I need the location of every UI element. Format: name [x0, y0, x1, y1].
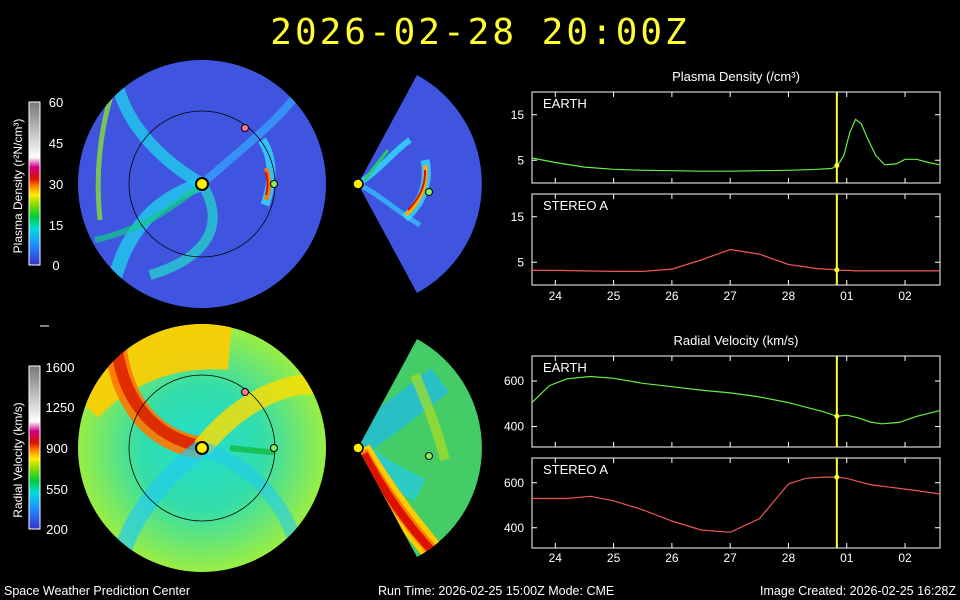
x-tick-label: 01: [840, 551, 854, 565]
chart-title: Radial Velocity (km/s): [674, 333, 799, 348]
footer-run-time: Run Time: 2026-02-25 15:00Z Mode: CME: [378, 584, 615, 598]
y-tick-label: 5: [517, 255, 524, 269]
earth-marker-velocity: [270, 444, 278, 452]
current-time-point: [834, 474, 840, 480]
sun-marker-meridional: [352, 178, 364, 190]
current-time-point: [834, 413, 840, 419]
sun-marker-meridional-velocity: [352, 442, 364, 454]
density-cb-tick: 30: [49, 177, 63, 192]
velocity-cb-tick: 1250: [46, 400, 75, 415]
sun-marker-velocity: [195, 441, 209, 455]
density-meridional-view: [352, 75, 482, 293]
plot-frame: [531, 193, 941, 286]
panel-label: STEREO A: [543, 462, 608, 477]
y-tick-label: 5: [517, 153, 524, 167]
stereo-a-marker: [241, 124, 249, 132]
stereo-a-marker-velocity: [241, 388, 249, 396]
x-tick-label: 28: [782, 289, 796, 303]
y-tick-label: 600: [504, 476, 524, 490]
density-cb-tick: 0: [52, 258, 59, 273]
sun-marker: [195, 177, 209, 191]
velocity-cb-tick: 200: [46, 522, 68, 537]
plot-frame: [531, 355, 941, 448]
x-tick-label: 24: [549, 551, 563, 565]
panel-label: EARTH: [543, 360, 587, 375]
density-wedge: [358, 75, 482, 293]
y-tick-label: 15: [511, 210, 525, 224]
x-tick-label: 27: [723, 551, 737, 565]
x-tick-label: 26: [665, 289, 679, 303]
series-line: [531, 118, 941, 172]
series-line: [531, 375, 941, 425]
x-tick-label: 01: [840, 289, 854, 303]
velocity-cb-tick: 1600: [46, 360, 75, 375]
velocity-ecliptic-view: [78, 324, 326, 572]
current-time-point: [834, 267, 840, 273]
footer-image-created: Image Created: 2026-02-25 16:28Z: [760, 584, 956, 598]
y-tick-label: 600: [504, 374, 524, 388]
density-cb-tick: 45: [49, 136, 63, 151]
earth-marker-meridional: [425, 188, 433, 196]
x-tick-label: 27: [723, 289, 737, 303]
panel-label: EARTH: [543, 96, 587, 111]
main-title: 2026-02-28 20:00Z: [270, 12, 690, 53]
velocity-colorbar: 1600 1250 900 550 200 Radial Velocity (k…: [11, 360, 74, 537]
series-line: [532, 248, 940, 272]
earth-marker-meridional-velocity: [425, 452, 433, 460]
x-tick-label: 26: [665, 551, 679, 565]
density-ecliptic-view: [78, 60, 326, 308]
footer-org: Space Weather Prediction Center: [4, 584, 190, 598]
x-tick-label: 02: [898, 551, 912, 565]
x-tick-label: 25: [607, 289, 621, 303]
panel-label: STEREO A: [543, 198, 608, 213]
series-line: [532, 476, 941, 533]
density-colorbar: 60 45 30 15 0 Plasma Density (r²N/cm³): [11, 95, 63, 273]
velocity-colorbar-gradient: [28, 365, 41, 530]
plot-frame: [531, 91, 941, 184]
velocity-cb-tick: 550: [46, 482, 68, 497]
velocity-meridional-view: [352, 339, 482, 557]
density-colorbar-label: Plasma Density (r²N/cm³): [11, 119, 25, 254]
x-tick-label: 02: [898, 289, 912, 303]
density-colorbar-gradient: [28, 101, 41, 266]
x-tick-label: 28: [782, 551, 796, 565]
density-cb-tick: 15: [49, 218, 63, 233]
chart-title: Plasma Density (/cm³): [672, 69, 800, 84]
velocity-colorbar-label: Radial Velocity (km/s): [11, 402, 25, 517]
y-tick-label: 400: [504, 521, 524, 535]
y-tick-label: 400: [504, 420, 524, 434]
x-tick-label: 24: [549, 289, 563, 303]
timeseries-plots: Plasma Density (/cm³) EARTH 15 5 STEREO A 15 5…: [504, 69, 941, 565]
earth-marker: [270, 180, 278, 188]
y-tick-label: 15: [511, 108, 525, 122]
density-cb-tick: 60: [49, 95, 63, 110]
plot-frame: [531, 457, 941, 549]
velocity-cb-tick: 900: [46, 441, 68, 456]
x-tick-label: 25: [607, 551, 621, 565]
current-time-point: [834, 163, 840, 169]
